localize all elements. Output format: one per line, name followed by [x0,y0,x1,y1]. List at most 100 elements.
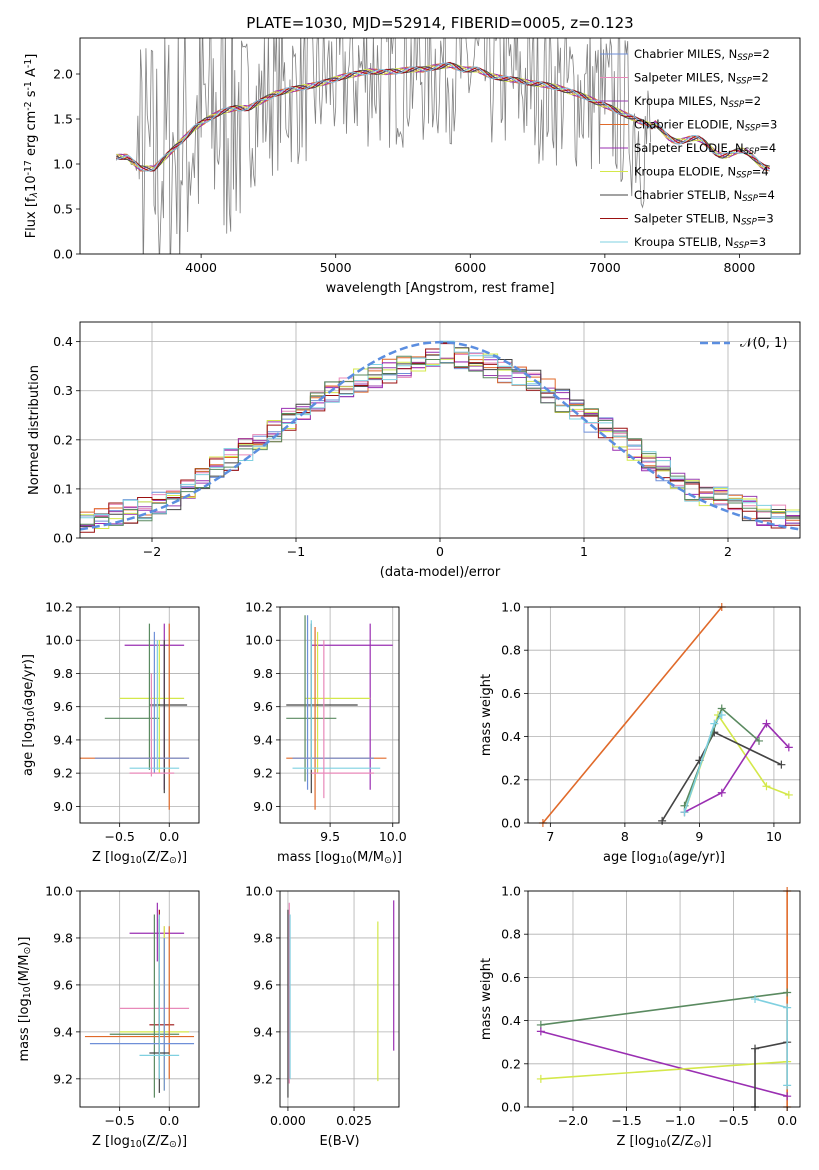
y-tick-label: 0.8 [501,927,521,942]
panel-mass_vs_ebv: 0.000 0.025 9.2 9.4 9.6 9.8 10.0 E(B-V) [245,884,400,1149]
legend-label: Salpeter STELIB, NSSP=3 [634,212,774,228]
model-line-8 [116,62,770,172]
y-tick-label: 9.4 [253,732,273,747]
y-tick-label: 0.4 [501,1013,521,1028]
x-tick-label: 9 [695,829,703,844]
y-axis-label: age [log10(age/yr)] [21,654,37,776]
y-tick-label: 9.8 [253,930,273,945]
model-line-7 [116,61,770,172]
x-tick-label: 9.5 [320,829,340,844]
plot-area [84,902,195,1098]
x-tick-label: 6000 [454,260,486,275]
axes-frame [79,37,801,255]
x-tick-label: 0.0 [159,1113,179,1128]
y-tick-label: 9.2 [253,1071,273,1086]
x-tick-label: 8 [621,829,629,844]
x-axis-label: E(B-V) [319,1134,359,1149]
weight-line-0 [542,606,723,824]
x-tick-label: −2.0 [558,1113,588,1128]
y-tick-label: 9.6 [53,699,73,714]
x-tick-label: 7000 [589,260,621,275]
weight-line-1 [540,991,788,1026]
x-axis-label: wavelength [Angstrom, rest frame] [326,281,555,296]
x-tick-label: −0.5 [718,1113,748,1128]
y-tick-label: 0.4 [53,334,73,349]
y-tick-label: 0.6 [501,686,521,701]
x-axis-label: Z [log10(Z/Z⊙)] [92,850,187,866]
y-tick-label: 0.2 [501,1056,521,1071]
y-tick-label: 0.0 [53,247,73,262]
y-tick-label: 1.5 [53,112,73,127]
y-tick-label: 1.0 [501,884,521,899]
x-tick-label: 0 [436,544,444,559]
y-tick-label: 9.8 [53,930,73,945]
weight-line-5 [683,714,723,813]
histogram-9 [80,355,800,526]
x-tick-label: 10.0 [379,829,407,844]
axes-frame [79,606,200,824]
axes-frame [279,606,400,824]
y-tick-label: 0.2 [53,432,73,447]
weight-marker [783,988,792,997]
y-tick-label: 9.6 [253,977,273,992]
axes-frame [79,321,801,539]
x-tick-label: 7 [546,829,554,844]
legend-label: Chabrier STELIB, NSSP=4 [634,188,775,204]
y-tick-label: 0.3 [53,383,73,398]
weight-marker [762,719,771,728]
x-tick-label: 10 [766,829,782,844]
legend-label: Salpeter MILES, NSSP=2 [634,71,769,87]
x-tick-label: −1 [287,544,305,559]
y-axis-label: mass weight [479,958,494,1040]
weight-line-2 [684,722,790,813]
weight-marker [751,995,760,1003]
x-tick-label: 0.0 [159,829,179,844]
x-tick-label: 0.000 [270,1113,306,1128]
weight-line-5 [754,998,788,1086]
x-tick-label: −0.5 [104,1113,134,1128]
panel-residuals: −2 −1 0 1 2 0.0 0.1 0.2 0.3 0.4 (data-model)/error… [27,321,801,580]
weight-marker [762,782,771,791]
y-tick-label: 9.6 [53,977,73,992]
y-axis-label: Flux [fλ10-17 erg cm-2 s-1 A-1] [23,54,40,239]
plot-area [286,615,393,810]
axes-frame [279,890,400,1108]
panel-spectrum: 4000 5000 6000 7000 8000 0.0 0.5 1.0 1.5 2.0 wavel… [23,37,801,296]
plot-area [80,340,800,533]
y-tick-label: 0.6 [501,970,521,985]
axes-frame [527,606,801,824]
normal-curve [80,340,800,531]
panel-mass_weight_vs_Z: −2.0 −1.5 −1.0 −0.5 0.0 0.0 0.2 0.4 0.6 0.8 1.0 Z [… [479,884,801,1150]
x-tick-label: 8000 [724,260,756,275]
weight-marker [783,1092,792,1101]
plot-area [287,900,395,1098]
y-tick-label: 1.0 [53,157,73,172]
axes-frame [79,890,200,1108]
figure-title: PLATE=1030, MJD=52914, FIBERID=0005, z=0… [246,14,633,32]
model-line-1 [116,62,770,172]
y-axis-label: mass weight [479,674,494,756]
weight-line-2 [540,1030,788,1097]
x-tick-label: 4000 [185,260,217,275]
x-tick-label: −1.0 [665,1113,695,1128]
y-tick-label: 10.2 [45,600,73,615]
y-tick-label: 0.0 [53,531,73,546]
y-tick-label: 9.0 [53,799,73,814]
plot-area [115,38,770,254]
weight-marker [710,719,719,728]
weight-marker [751,1044,760,1053]
x-tick-label: 0.025 [336,1113,372,1128]
x-tick-label: −0.5 [104,829,134,844]
weight-line-3 [661,731,782,822]
y-tick-label: 0.0 [501,1100,521,1115]
panel-age_vs_mass: 9.5 10.0 9.0 9.2 9.4 9.6 9.8 10.0 10.2 mass [log1… [245,600,407,867]
plot-area [80,623,190,810]
x-tick-label: 5000 [320,260,352,275]
weight-line-4 [754,1041,788,1107]
weight-line-3 [540,1060,788,1080]
y-tick-label: 9.8 [253,666,273,681]
weight-marker [777,760,786,769]
x-axis-label: (data-model)/error [380,565,501,580]
x-tick-label: 1 [580,544,588,559]
